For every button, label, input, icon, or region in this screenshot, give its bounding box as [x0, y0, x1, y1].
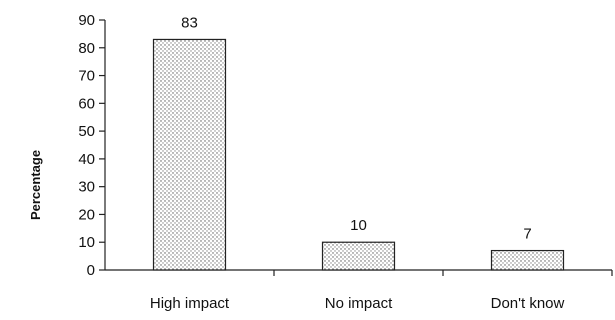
- y-axis-ticks: 0 10 20 30 40 50 60 70 80 90: [78, 12, 105, 279]
- bar-high-impact: [152, 38, 227, 271]
- y-tick-label: 50: [78, 123, 95, 140]
- y-tick-label: 80: [78, 40, 95, 57]
- y-tick-label: 40: [78, 151, 95, 168]
- y-axis-title: Percentage: [28, 150, 43, 220]
- y-tick-label: 90: [78, 12, 95, 29]
- bars-group: [152, 38, 565, 271]
- y-tick-label: 20: [78, 206, 95, 223]
- y-tick-label: 60: [78, 95, 95, 112]
- data-label: 7: [523, 226, 531, 243]
- category-label: No impact: [325, 295, 393, 312]
- data-labels-group: 83 10 7: [181, 14, 532, 242]
- data-label: 10: [350, 217, 367, 234]
- x-axis-ticks: [273, 270, 613, 276]
- y-tick-label: 30: [78, 179, 95, 196]
- bar-no-impact: [321, 241, 396, 271]
- category-label: Don't know: [491, 295, 565, 312]
- y-tick-label: 10: [78, 234, 95, 251]
- y-tick-label: 70: [78, 68, 95, 85]
- category-label: High impact: [150, 295, 230, 312]
- category-labels-group: High impact No impact Don't know: [150, 295, 565, 312]
- data-label: 83: [181, 14, 198, 31]
- bar-don-t-know: [490, 249, 565, 271]
- y-tick-label: 0: [87, 262, 95, 279]
